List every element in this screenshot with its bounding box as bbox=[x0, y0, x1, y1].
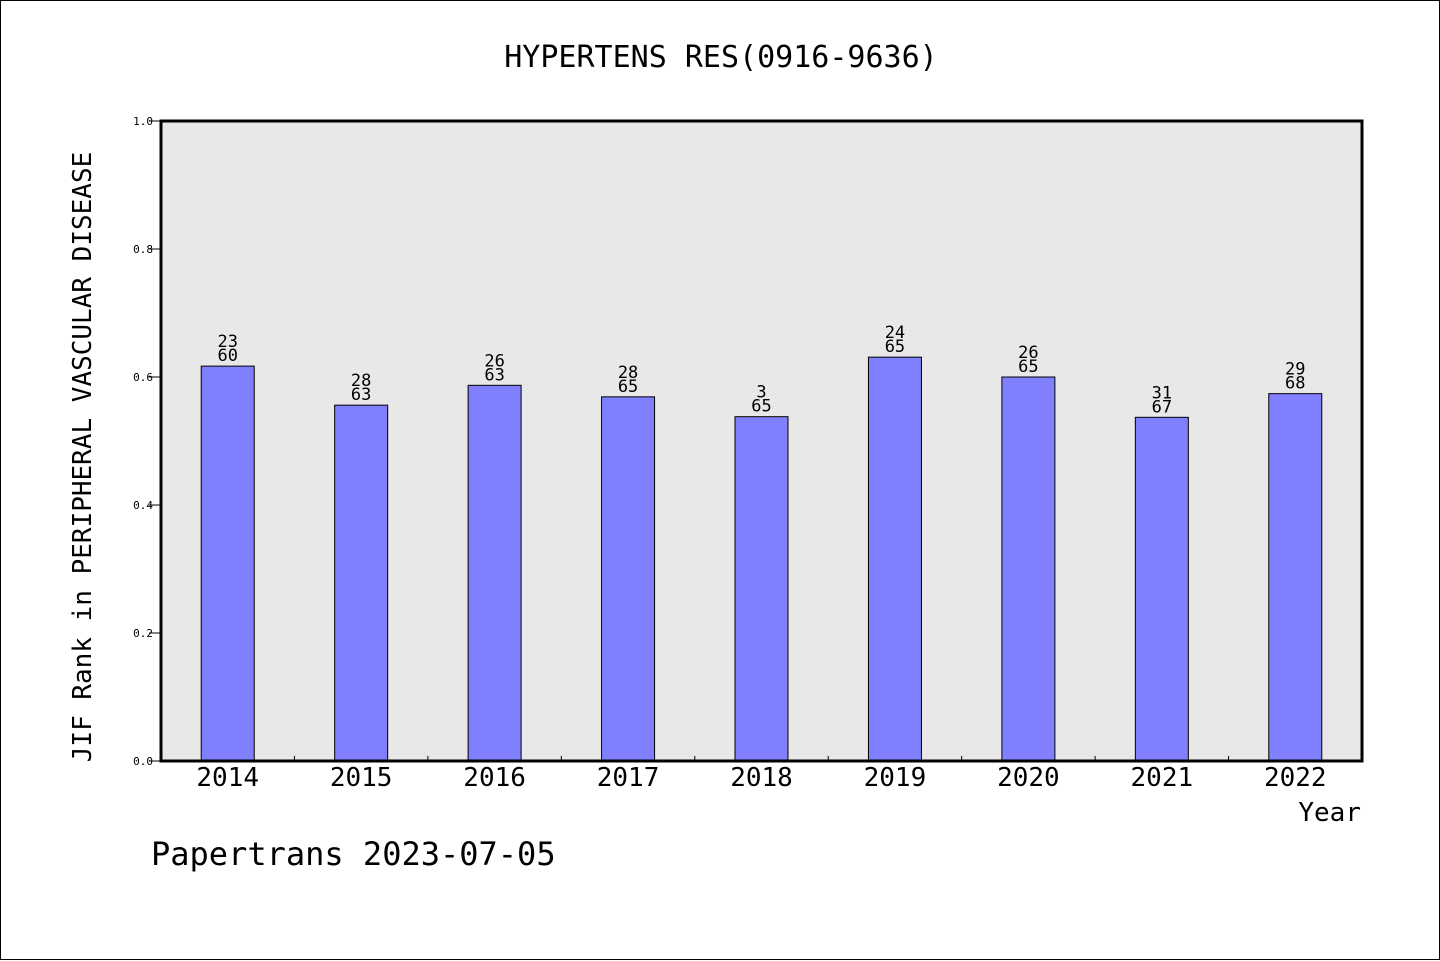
x-tick-label-2022: 2022 bbox=[1264, 763, 1327, 793]
x-tick-label-2021: 2021 bbox=[1131, 763, 1194, 793]
bar-label-total-2020: 65 bbox=[1018, 357, 1038, 377]
bar-2015 bbox=[334, 404, 389, 762]
bar-label-rank-2016: 26 bbox=[484, 351, 504, 371]
bar-label-total-2021: 67 bbox=[1152, 397, 1172, 417]
bar-label-rank-2019: 24 bbox=[885, 323, 905, 343]
bar-label-rank-2018: 3 bbox=[756, 383, 766, 403]
bar-label-rank-2020: 26 bbox=[1018, 343, 1038, 363]
x-tick-label-2016: 2016 bbox=[463, 763, 526, 793]
x-tick-label-2020: 2020 bbox=[997, 763, 1060, 793]
x-tick-label-2014: 2014 bbox=[196, 763, 259, 793]
bar-2022 bbox=[1268, 393, 1323, 762]
y-tick-label-0.0: 0.0 bbox=[133, 755, 153, 768]
y-tick-label-0.2: 0.2 bbox=[133, 627, 153, 640]
y-axis-label: JIF Rank in PERIPHERAL VASCULAR DISEASE bbox=[68, 152, 98, 762]
bar-2017 bbox=[601, 396, 656, 762]
x-axis: 2014 2015 2016 2017 2018 2019 2020 2021 2022 bbox=[196, 756, 1327, 793]
y-axis: 0.0 0.2 0.4 0.6 0.8 1.0 bbox=[133, 115, 161, 768]
bar-label-rank-2022: 29 bbox=[1285, 360, 1305, 380]
bar-label-total-2014: 60 bbox=[217, 346, 237, 366]
x-tick-label-2019: 2019 bbox=[864, 763, 927, 793]
bar-label-rank-2021: 31 bbox=[1152, 383, 1172, 403]
bar-2014 bbox=[200, 365, 255, 762]
x-tick-label-2018: 2018 bbox=[730, 763, 793, 793]
plot-border bbox=[159, 119, 1364, 763]
bar-2021 bbox=[1134, 416, 1189, 762]
bar-label-rank-2014: 23 bbox=[217, 332, 237, 352]
bar-label-total-2019: 65 bbox=[885, 337, 905, 357]
x-axis-label: Year bbox=[1298, 798, 1361, 828]
bar-2018 bbox=[734, 416, 789, 762]
x-tick-label-2017: 2017 bbox=[597, 763, 660, 793]
bar-label-rank-2017: 28 bbox=[618, 363, 638, 383]
chart-title: HYPERTENS RES(0916-9636) bbox=[504, 40, 937, 75]
bar-2016 bbox=[467, 384, 522, 762]
y-tick-label-0.6: 0.6 bbox=[133, 371, 153, 384]
y-tick-label-1.0: 1.0 bbox=[133, 115, 153, 128]
bar-label-rank-2015: 28 bbox=[351, 371, 371, 391]
x-tick-label-2015: 2015 bbox=[330, 763, 393, 793]
bars-group bbox=[200, 356, 1323, 762]
bar-label-total-2016: 63 bbox=[484, 365, 504, 385]
bar-label-total-2018: 65 bbox=[751, 397, 771, 417]
bar-2019 bbox=[867, 356, 922, 762]
bar-label-total-2015: 63 bbox=[351, 385, 371, 405]
footer-text: Papertrans 2023-07-05 bbox=[151, 835, 556, 873]
bar-label-total-2022: 68 bbox=[1285, 374, 1305, 394]
y-tick-label-0.8: 0.8 bbox=[133, 243, 153, 256]
bar-2020 bbox=[1001, 376, 1056, 762]
y-tick-label-0.4: 0.4 bbox=[133, 499, 153, 512]
bar-label-total-2017: 65 bbox=[618, 377, 638, 397]
